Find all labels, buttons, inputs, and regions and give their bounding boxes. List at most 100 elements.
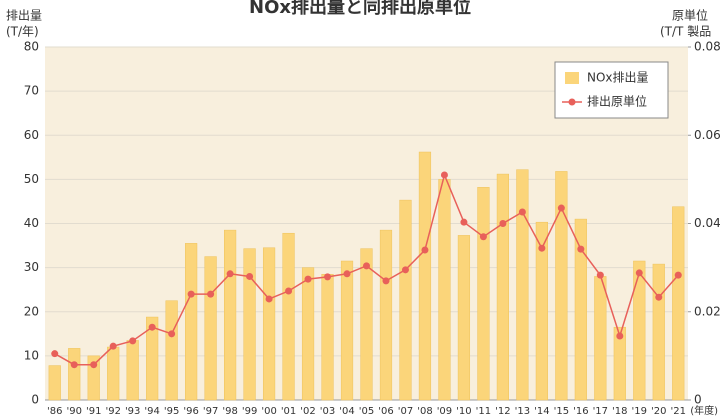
x-tick-label: '11 [476,406,491,417]
y2-label: (T/T 製品 [660,25,711,39]
x-tick-label: '02 [300,406,315,417]
x-tick-label: '94 [144,406,159,417]
y-tick-label: 30 [24,260,39,274]
x-tick-label: '17 [593,406,608,417]
line-point [577,245,585,253]
line-point [499,220,507,227]
line-point [246,272,254,280]
line-point [304,275,312,283]
x-tick-label: '05 [359,406,374,417]
bar [321,273,334,401]
bar [477,187,490,401]
line-point [168,330,176,338]
line-point [90,361,98,369]
line-point [460,218,468,226]
bar [672,206,685,401]
y-tick-label: 70 [24,84,39,98]
bar [457,235,471,401]
y-tick-label: 0 [31,393,39,407]
bar [87,355,100,401]
line-point [655,293,663,301]
bar [379,229,393,401]
bar [594,276,607,401]
bar [185,243,198,401]
bar [146,316,159,401]
x-label: (年度) [690,404,718,417]
line-point [207,290,215,298]
bar [301,267,315,401]
line-point [129,337,137,345]
bar [165,300,178,401]
bar [107,346,120,401]
bar [243,248,256,401]
line-point [616,332,624,340]
x-tick-label: '18 [612,406,627,417]
y-tick-label: 80 [24,40,39,54]
line-point [285,287,293,295]
line-point [557,204,565,212]
bar [340,260,354,401]
line-point [596,271,604,279]
x-tick-label: '07 [398,406,413,417]
legend-label: 排出原単位 [587,94,647,109]
bar [282,232,295,401]
x-tick-label: '10 [456,406,471,417]
bar [360,248,373,401]
bar [262,247,276,401]
line-point [70,361,78,369]
line-point [401,266,409,274]
y2-tick-label: 0.02 [694,304,720,318]
y-label: 排出量 [6,9,42,23]
x-tick-label: '99 [242,406,257,417]
line-point [363,262,370,270]
bar [48,365,61,401]
bar [224,229,237,401]
x-tick-label: '95 [164,406,179,417]
bar [418,151,432,401]
bar [613,326,626,401]
bar [126,340,139,401]
line-point [635,269,643,277]
line-point [265,295,273,303]
y-tick-label: 10 [24,348,39,362]
legend-swatch [565,72,579,84]
x-tick-label: '16 [573,406,588,417]
y2-label: 原単位 [672,8,708,23]
x-tick-label: '08 [417,406,432,417]
y-tick-label: 20 [24,304,39,318]
bar [555,171,568,401]
x-tick-label: '09 [437,406,452,417]
x-tick-label: '97 [203,406,218,417]
bar [204,256,217,401]
x-tick-label: '03 [320,406,335,417]
line-point [538,244,546,252]
bar [516,169,529,401]
y-label: (T/年) [6,25,39,39]
bar [535,221,548,401]
x-tick-label: '90 [66,406,81,417]
line-point [674,271,682,279]
x-tick-label: '06 [378,406,393,417]
bar [633,260,646,401]
bar [496,173,509,401]
line-point [518,208,526,216]
y2-tick-label: 0 [694,393,702,407]
x-tick-label: '12 [495,406,510,417]
bar [652,263,665,401]
x-tick-label: '14 [534,406,549,417]
chart-title: NOx排出量と同排出原単位 [249,0,471,18]
line-point [109,342,117,350]
y2-tick-label: 0.06 [694,128,720,142]
y-tick-label: 40 [24,216,39,230]
line-point [226,270,234,278]
line-point [479,233,487,241]
x-tick-label: '20 [651,406,666,417]
x-tick-label: '15 [554,406,569,417]
line-point [324,273,332,281]
line-point [51,350,59,358]
line-point [440,171,448,179]
bar [574,218,587,401]
bar [399,199,412,401]
line-point [382,277,390,285]
